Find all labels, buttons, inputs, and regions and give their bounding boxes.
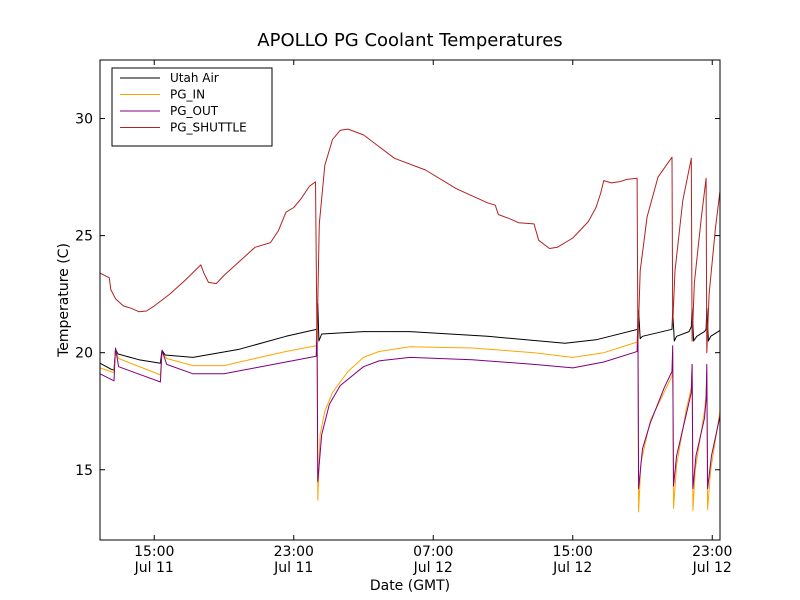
x-tick-label-date: Jul 11 [134, 560, 174, 576]
y-tick-label: 20 [75, 346, 93, 362]
x-tick-label-date: Jul 12 [692, 560, 732, 576]
legend-box [111, 67, 273, 147]
y-tick-label: 15 [75, 463, 93, 479]
x-tick-label-time: 15:00 [553, 544, 593, 560]
x-tick-label-time: 07:00 [413, 544, 453, 560]
legend-entry-label: PG_OUT [170, 104, 219, 118]
y-tick-label: 30 [75, 112, 93, 128]
legend-entry-label: PG_SHUTTLE [170, 121, 247, 135]
plot-frame [99, 59, 721, 541]
x-tick-label-date: Jul 12 [413, 560, 453, 576]
chart-title: APOLLO PG Coolant Temperatures [257, 30, 562, 51]
x-tick-label-date: Jul 11 [273, 560, 313, 576]
y-tick-label: 25 [75, 229, 93, 245]
legend: Utah Air PG_IN PG_OUT PG_SHUTTLE [111, 67, 273, 147]
y-axis-label: Temperature (C) [56, 243, 72, 358]
series-layer [99, 128, 721, 513]
x-tick-label-date: Jul 12 [552, 560, 592, 576]
series-line-pg-out [99, 317, 721, 489]
x-tick-label-time: 23:00 [692, 544, 732, 560]
legend-entry-label: PG_IN [170, 88, 205, 102]
x-axis-label: Date (GMT) [370, 578, 450, 594]
x-tick-label-time: 23:00 [274, 544, 314, 560]
x-tick-label-time: 15:00 [134, 544, 174, 560]
legend-entry-label: Utah Air [170, 71, 219, 85]
series-line-pg-shuttle [99, 128, 721, 354]
